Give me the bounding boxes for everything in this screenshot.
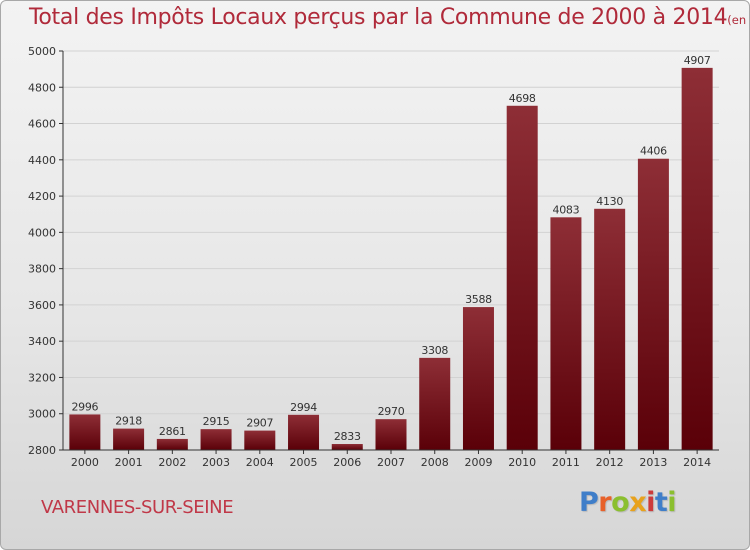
bar-2009 (462, 307, 494, 450)
logo-letter: i (667, 487, 677, 518)
data-label: 2970 (378, 405, 405, 418)
data-label: 4083 (553, 203, 580, 216)
x-tick-label: 2014 (683, 456, 711, 469)
bar-2012 (594, 208, 626, 450)
bar-2000 (69, 414, 101, 450)
data-label: 2994 (290, 401, 317, 414)
bar-2011 (550, 217, 582, 450)
bar-2006 (331, 444, 363, 450)
x-tick-label: 2006 (333, 456, 361, 469)
bar-2005 (288, 414, 320, 450)
data-label: 2915 (203, 415, 230, 428)
bars: 2996 2918 2861 2915 2907 2994 2833 2970 3308 3588… (69, 54, 713, 451)
axes: 2800 3000 3200 3400 3600 3800 4000 4200 4400 4600… (28, 45, 719, 469)
y-tick-label: 3800 (28, 263, 56, 276)
title-text: Total des Impôts Locaux perçus par la Co… (29, 5, 728, 30)
y-tick-label: 4000 (28, 226, 56, 239)
x-tick-label: 2000 (71, 456, 99, 469)
data-label: 4907 (684, 54, 711, 67)
data-label: 3588 (465, 293, 492, 306)
y-tick-label: 3400 (28, 335, 56, 348)
data-label: 4406 (640, 145, 667, 158)
data-label: 2996 (71, 400, 98, 413)
x-tick-label: 2010 (508, 456, 536, 469)
x-tick-label: 2007 (377, 456, 405, 469)
bar-2001 (113, 428, 145, 450)
data-label: 4698 (509, 92, 536, 105)
x-tick-label: 2002 (158, 456, 186, 469)
y-tick-label: 4400 (28, 154, 56, 167)
x-tick-label: 2012 (596, 456, 624, 469)
unit-label: (en milliers d'€) (727, 13, 749, 27)
chart-title: Total des Impôts Locaux perçus par la Co… (29, 5, 749, 30)
x-tick-label: 2008 (421, 456, 449, 469)
y-tick-label: 3600 (28, 299, 56, 312)
bar-2007 (375, 419, 407, 450)
commune-name: VARENNES-SUR-SEINE (41, 497, 234, 518)
logo-letter: P (579, 487, 599, 518)
x-tick-label: 2004 (246, 456, 274, 469)
x-tick-label: 2013 (639, 456, 667, 469)
y-tick-label: 4800 (28, 81, 56, 94)
data-label: 2833 (334, 430, 361, 443)
y-tick-label: 2800 (28, 444, 56, 457)
x-tick-label: 2011 (552, 456, 580, 469)
data-label: 2861 (159, 425, 186, 438)
bar-2004 (244, 430, 276, 450)
bar-2002 (156, 438, 188, 450)
bar-2013 (637, 158, 669, 451)
data-label: 2907 (246, 417, 273, 430)
bar-2010 (506, 105, 538, 450)
logo-letter: t (654, 487, 668, 518)
x-tick-label: 2005 (290, 456, 318, 469)
y-tick-label: 5000 (28, 45, 56, 58)
y-tick-label: 3200 (28, 371, 56, 384)
bar-2008 (419, 357, 451, 450)
bar-2003 (200, 429, 232, 450)
logo-letter: r (598, 487, 612, 518)
logo-letter: x (629, 487, 647, 518)
y-tick-label: 3000 (28, 408, 56, 421)
x-tick-label: 2009 (464, 456, 492, 469)
proxiti-logo[interactable]: Proxiti (579, 487, 677, 518)
data-label: 2918 (115, 415, 142, 428)
x-tick-label: 2003 (202, 456, 230, 469)
bar-2014 (681, 67, 713, 450)
y-tick-label: 4600 (28, 118, 56, 131)
data-label: 4130 (596, 195, 623, 208)
y-tick-label: 4200 (28, 190, 56, 203)
x-tick-label: 2001 (115, 456, 143, 469)
logo-letter: i (646, 487, 655, 518)
data-label: 3308 (421, 344, 448, 357)
logo-letter: o (611, 487, 630, 518)
